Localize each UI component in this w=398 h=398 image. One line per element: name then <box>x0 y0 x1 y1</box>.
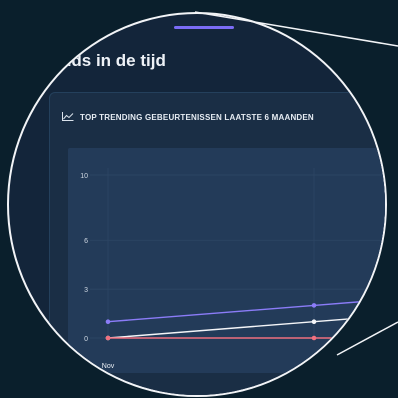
trending-line-chart: 0 3 6 10 Nov Dec <box>80 168 385 370</box>
card-header: TOP TRENDING GEBEURTENISSEN LAATSTE 6 MA… <box>62 108 314 126</box>
active-tab-indicator <box>174 26 234 29</box>
y-tick-label: 3 <box>84 287 88 294</box>
x-tick-label: Nov <box>102 363 115 370</box>
line-chart-icon <box>62 108 74 126</box>
data-point[interactable] <box>311 319 317 324</box>
card-title: TOP TRENDING GEBEURTENISSEN LAATSTE 6 MA… <box>80 112 314 122</box>
y-tick-label: 0 <box>84 336 88 343</box>
data-point[interactable] <box>105 319 111 324</box>
trending-card: TOP TRENDING GEBEURTENISSEN LAATSTE 6 MA… <box>49 92 385 395</box>
y-tick-label: 10 <box>80 173 88 180</box>
magnifier-lens: nds in de tijd TOP TRENDING GEBEURTENISS… <box>7 12 387 397</box>
data-point[interactable] <box>311 303 317 308</box>
chart-area: 0 3 6 10 Nov Dec <box>68 148 385 373</box>
page-title: nds in de tijd <box>61 51 166 70</box>
data-point[interactable] <box>311 335 317 341</box>
y-tick-label: 6 <box>84 238 88 245</box>
x-tick-label: Dec <box>308 363 321 370</box>
data-point[interactable] <box>105 335 111 341</box>
